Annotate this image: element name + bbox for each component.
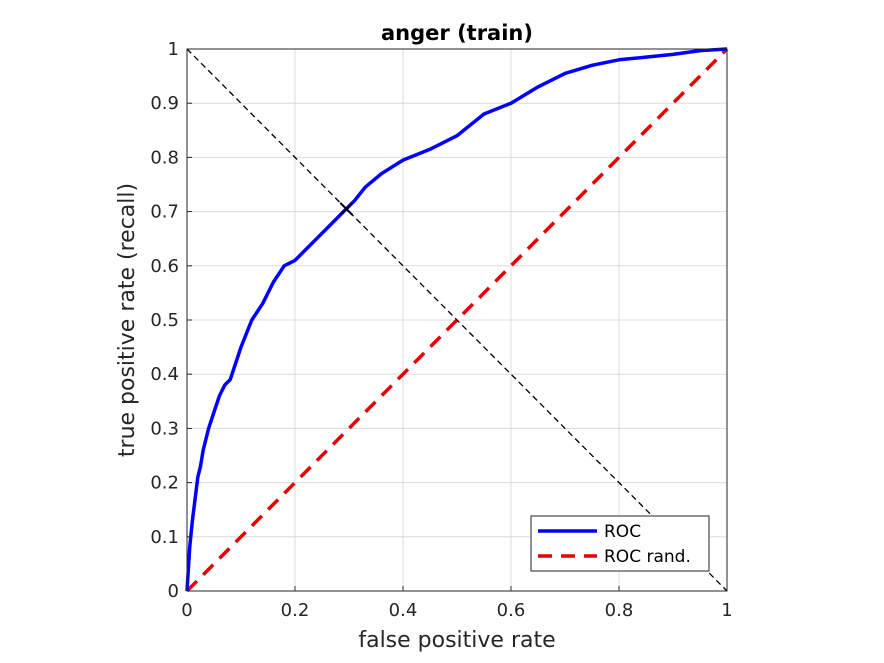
legend-label-roc: ROC bbox=[604, 522, 641, 542]
y-tick-label: 0.7 bbox=[150, 202, 179, 223]
y-tick-label: 0.2 bbox=[150, 473, 179, 494]
y-tick-label: 0.4 bbox=[150, 364, 179, 385]
series-line-roc-rand bbox=[185, 47, 729, 593]
series-layer bbox=[185, 47, 729, 593]
x-tick-label: 1 bbox=[721, 600, 732, 621]
x-tick-label: 0.4 bbox=[389, 600, 418, 621]
diagonal-reference-line bbox=[186, 48, 728, 592]
y-tick-label: 0.5 bbox=[150, 310, 179, 331]
y-tick-label: 0.3 bbox=[150, 418, 179, 439]
legend-box bbox=[530, 515, 710, 572]
y-tick-label: 0.8 bbox=[150, 147, 179, 168]
y-tick-label: 0.9 bbox=[150, 93, 179, 114]
y-tick-label: 0.6 bbox=[150, 256, 179, 277]
legend-label-roc-rand: ROC rand. bbox=[604, 547, 691, 567]
x-axis-label: false positive rate bbox=[358, 628, 555, 653]
chart-title: anger (train) bbox=[381, 21, 533, 45]
y-tick-label: 0.1 bbox=[150, 527, 179, 548]
x-axis-ticks: 0 0.2 0.4 0.6 0.8 1 bbox=[181, 586, 733, 621]
x-tick-label: 0.6 bbox=[497, 600, 526, 621]
x-tick-label: 0.8 bbox=[605, 600, 634, 621]
x-tick-label: 0 bbox=[181, 600, 192, 621]
series-line-roc bbox=[185, 47, 728, 592]
y-axis-ticks: 0 0.1 0.2 0.3 0.4 0.5 0.6 0.7 0.8 0.9 1 bbox=[150, 39, 192, 602]
x-tick-label: 0.2 bbox=[281, 600, 310, 621]
reference-diagonal-line bbox=[186, 48, 728, 592]
y-axis-label: true positive rate (recall) bbox=[115, 183, 140, 457]
marker-stroke bbox=[339, 202, 354, 216]
legend: ROC ROC rand. bbox=[530, 515, 710, 572]
crossing-marker bbox=[339, 202, 354, 216]
y-tick-label: 0 bbox=[168, 581, 179, 602]
y-tick-label: 1 bbox=[168, 39, 179, 60]
